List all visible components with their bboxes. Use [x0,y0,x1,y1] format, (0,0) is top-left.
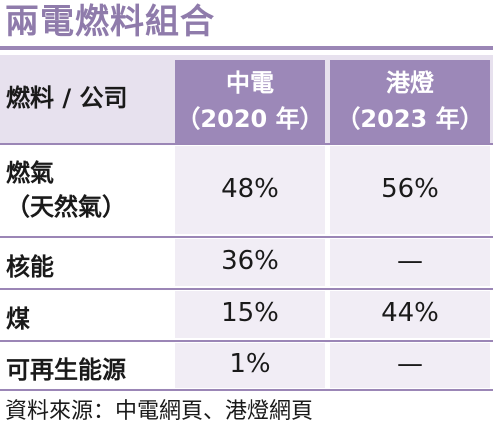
value-hk-electric: 44% [381,298,439,328]
cell-background [330,343,490,388]
header-col-hk-electric-name: 港燈 [386,69,434,97]
header-row-label: 燃料 / 公司 [6,84,128,112]
table-bottom-rule [0,389,493,391]
header-col-clp-year: （2020 年） [176,105,324,133]
row-category: 煤 [6,305,30,333]
cell-background [330,239,490,286]
cell-background [330,291,490,338]
table-row: 煤 15% 44% [0,291,493,338]
row-category-line1: 燃氣 [6,159,54,187]
header-col-clp-name: 中電 [226,69,274,97]
row-category: 可再生能源 [6,356,126,384]
value-hk-electric: 56% [381,174,439,204]
header-col-hk-electric-year: （2023 年） [336,105,484,133]
value-clp: 36% [221,246,279,276]
value-clp: 15% [221,298,279,328]
value-hk-electric: — [397,246,423,276]
value-hk-electric: — [397,349,423,379]
value-clp: 48% [221,174,279,204]
cell-background [175,146,325,234]
value-clp: 1% [229,349,271,379]
cell-background [175,239,325,286]
page-title: 兩電燃料組合 [5,2,215,42]
row-divider [0,288,493,290]
table-row: 燃氣 （天然氣） 48% 56% [0,146,493,234]
row-divider [0,143,493,145]
row-category: 核能 [6,253,54,281]
title-underline [0,46,493,50]
table-row: 核能 36% — [0,239,493,286]
row-divider [0,340,493,342]
source-note: 資料來源：中電網頁、港燈網頁 [5,399,314,424]
row-category: 燃氣 （天然氣） [6,156,126,224]
table-row: 可再生能源 1% — [0,343,493,388]
header-col-clp: 中電 （2020 年） [175,60,325,143]
row-category-line2: （天然氣） [6,193,126,221]
cell-background [175,343,325,388]
cell-background [175,291,325,338]
row-divider [0,236,493,238]
cell-background [330,146,490,234]
header-col-hk-electric: 港燈 （2023 年） [330,60,490,143]
